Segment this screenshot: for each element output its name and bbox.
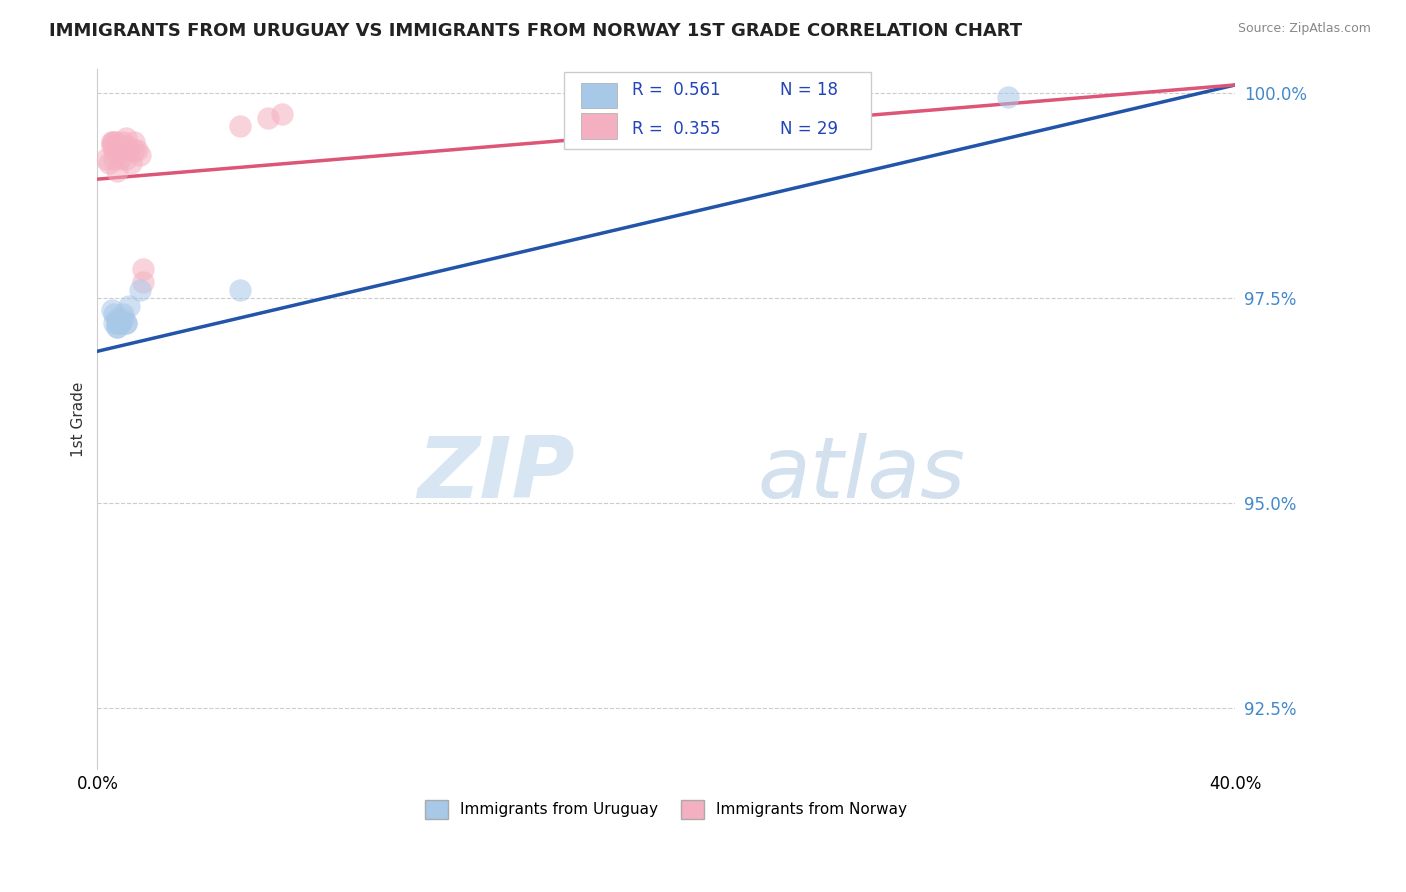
Point <box>228 119 250 133</box>
Point <box>105 136 128 150</box>
Point <box>114 131 136 145</box>
Point <box>100 139 122 153</box>
Point <box>100 136 122 150</box>
Point <box>103 307 125 321</box>
Point <box>124 144 146 158</box>
Point <box>132 275 155 289</box>
Point <box>111 136 134 150</box>
Point <box>108 152 131 166</box>
Point <box>129 283 152 297</box>
Point <box>997 90 1019 104</box>
Text: ZIP: ZIP <box>418 434 575 516</box>
Point <box>111 144 134 158</box>
Text: R =  0.355: R = 0.355 <box>633 120 721 138</box>
Point <box>129 147 152 161</box>
Y-axis label: 1st Grade: 1st Grade <box>72 381 86 457</box>
Point <box>114 316 136 330</box>
Point <box>103 136 125 150</box>
Point <box>114 139 136 153</box>
Point <box>100 136 122 150</box>
Text: atlas: atlas <box>758 434 966 516</box>
Point <box>124 136 146 150</box>
Point <box>105 139 128 153</box>
Point <box>108 316 131 330</box>
Point <box>105 139 128 153</box>
Text: IMMIGRANTS FROM URUGUAY VS IMMIGRANTS FROM NORWAY 1ST GRADE CORRELATION CHART: IMMIGRANTS FROM URUGUAY VS IMMIGRANTS FR… <box>49 22 1022 40</box>
Point <box>117 144 139 158</box>
Point <box>132 262 155 277</box>
Point <box>108 316 131 330</box>
Text: Source: ZipAtlas.com: Source: ZipAtlas.com <box>1237 22 1371 36</box>
Text: N = 18: N = 18 <box>780 81 838 99</box>
Point <box>711 95 734 109</box>
Point <box>105 316 128 330</box>
Point <box>103 144 125 158</box>
Point <box>711 90 734 104</box>
Point <box>257 111 280 125</box>
Point <box>114 152 136 166</box>
Point <box>103 152 125 166</box>
Point <box>94 152 117 166</box>
FancyBboxPatch shape <box>581 113 617 138</box>
Point <box>105 319 128 334</box>
Point <box>271 106 294 120</box>
Point <box>117 299 139 313</box>
Point <box>103 316 125 330</box>
Text: R =  0.561: R = 0.561 <box>633 81 721 99</box>
Point <box>105 164 128 178</box>
Point <box>100 303 122 318</box>
FancyBboxPatch shape <box>581 83 617 108</box>
FancyBboxPatch shape <box>564 72 872 149</box>
Point <box>127 144 149 158</box>
Point <box>121 155 143 169</box>
Legend: Immigrants from Uruguay, Immigrants from Norway: Immigrants from Uruguay, Immigrants from… <box>419 794 914 825</box>
Point <box>97 155 120 169</box>
Point <box>105 319 128 334</box>
Point <box>114 316 136 330</box>
Point <box>111 307 134 321</box>
Point <box>228 283 250 297</box>
Point <box>105 311 128 326</box>
Point <box>111 311 134 326</box>
Text: N = 29: N = 29 <box>780 120 838 138</box>
